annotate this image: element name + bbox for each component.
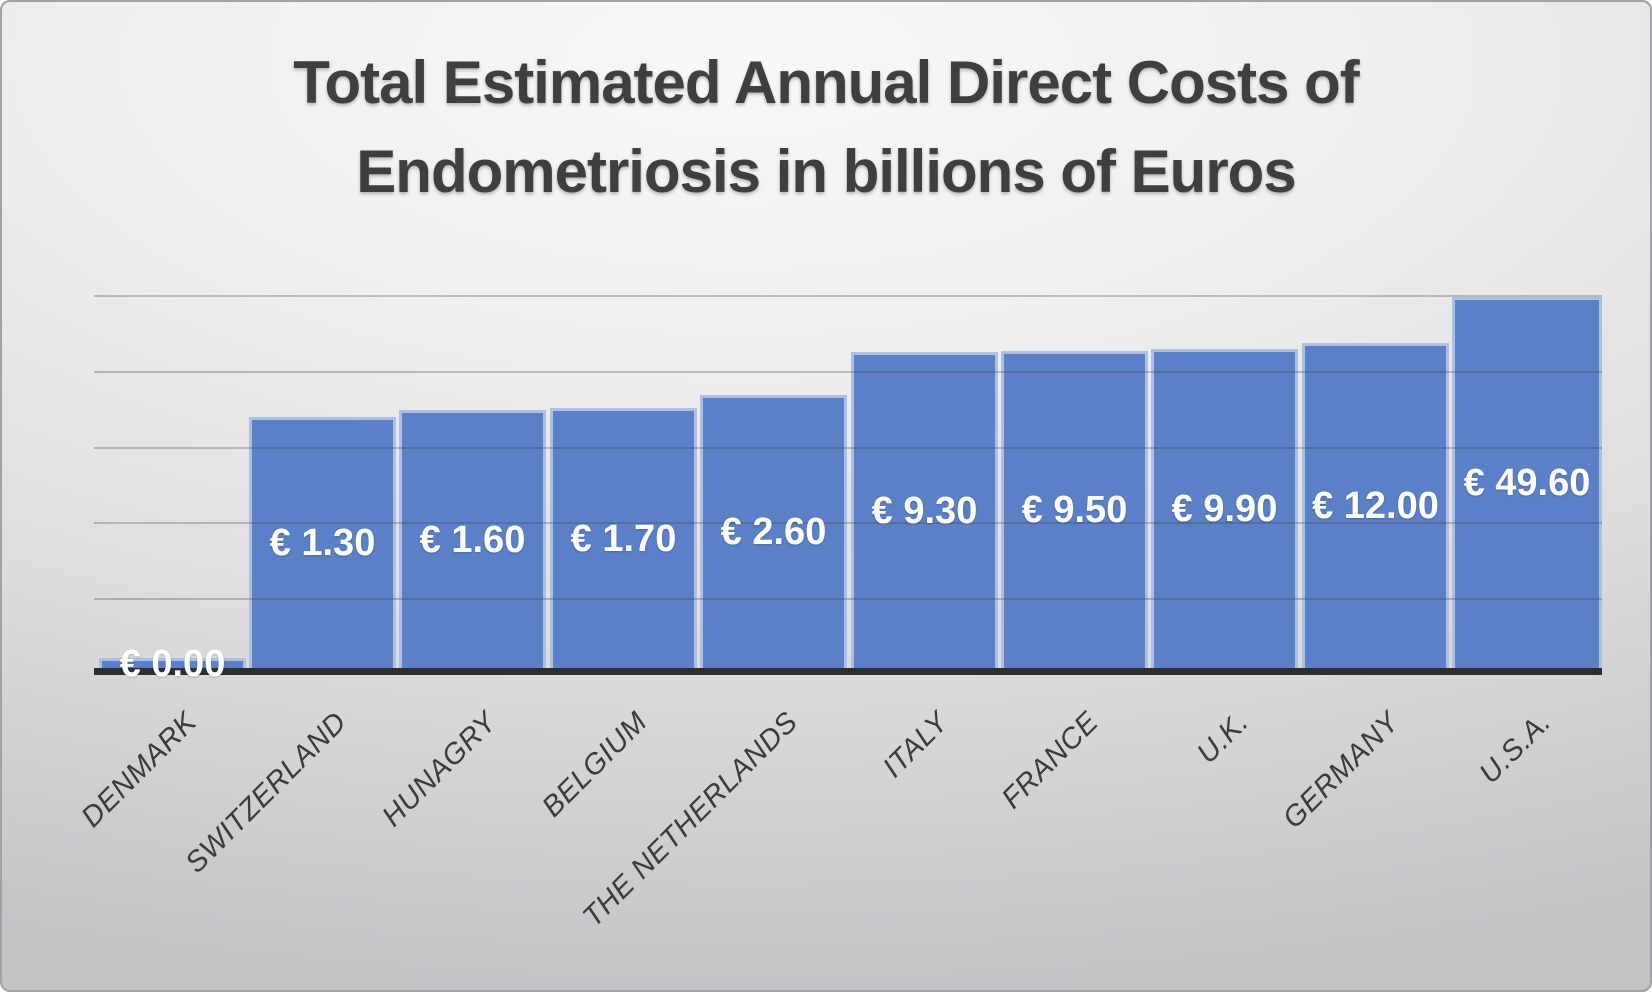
x-axis-category-label-italy: ITALY [877,706,956,784]
x-axis-category-label-france: FRANCE [996,706,1106,816]
bar-hunagry [399,410,546,669]
gridline [94,522,1602,524]
bar-value-label-the-netherlands: € 2.60 [720,510,827,553]
x-axis-category-label-denmark: DENMARK [75,706,204,834]
bar-germany [1302,343,1449,669]
gridline [94,371,1602,373]
bar-denmark [99,658,246,669]
bar-value-label-hunagry: € 1.60 [419,518,526,561]
x-axis-category-label-switzerland: SWITZERLAND [179,706,354,880]
bar-value-label-u-s-a: € 49.60 [1463,461,1591,504]
x-axis-category-label-belgium: BELGIUM [536,706,655,824]
bar-value-label-switzerland: € 1.30 [269,521,376,564]
bar-u-k [1151,349,1298,669]
x-axis-category-label-u-k: U.K. [1191,706,1256,770]
gridline [94,447,1602,449]
bar-belgium [550,408,697,669]
bar-value-label-belgium: € 1.70 [570,517,677,560]
bar-value-label-italy: € 9.30 [871,489,978,532]
bar-value-label-germany: € 12.00 [1312,484,1439,527]
chart-title-line-1: Total Estimated Annual Direct Costs of [293,49,1359,116]
bar-switzerland [249,417,396,669]
bar-italy [851,352,998,669]
chart-title-line-2: Endometriosis in billions of Euros [356,138,1296,205]
bar-value-label-u-k: € 9.90 [1171,487,1278,530]
bar-u-s-a [1452,297,1602,669]
bar-france [1001,351,1148,669]
bar-value-label-denmark: € 0.00 [119,642,226,685]
x-axis-line [94,668,1602,675]
chart-title: Total Estimated Annual Direct Costs of E… [2,38,1650,216]
gridline [94,598,1602,600]
gridline [94,295,1602,297]
bar-the-netherlands [700,395,847,669]
x-axis-category-label-hunagry: HUNAGRY [376,706,504,833]
bar-value-label-france: € 9.50 [1021,488,1128,531]
x-axis-category-label-u-s-a: U.S.A. [1473,706,1558,791]
x-axis-category-label-germany: GERMANY [1277,706,1407,835]
